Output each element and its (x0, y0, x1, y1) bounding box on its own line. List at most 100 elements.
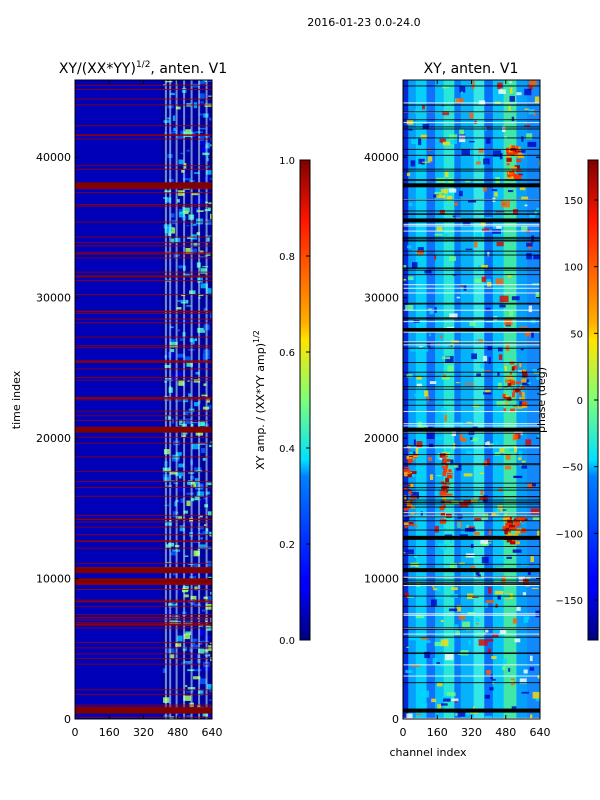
phase-x-axis-label: channel index (389, 746, 467, 759)
amplitude-cell (175, 643, 182, 647)
amplitude-cell (182, 178, 191, 181)
phase-cell (522, 578, 529, 585)
amplitude-cell (186, 362, 193, 367)
phase-cell (450, 459, 454, 465)
amplitude-flag-row (75, 165, 212, 167)
amplitude-flag-row (75, 442, 212, 444)
phase-cell (458, 615, 466, 620)
amplitude-cell (191, 193, 199, 196)
phase-cell (445, 171, 449, 177)
phase-cell (436, 226, 443, 232)
phase-cell (490, 674, 493, 679)
amplitude-cell (193, 242, 198, 247)
amplitude-flag-row (75, 138, 212, 140)
amplitude-cell (200, 502, 204, 505)
phase-cell (507, 383, 512, 387)
amplitude-flag-row (75, 693, 212, 695)
phase-cell (465, 383, 474, 385)
amplitude-cell (184, 207, 190, 213)
phase-cell (430, 599, 437, 607)
phase-cell (465, 248, 473, 251)
phase-cell (460, 285, 464, 287)
phase-cell (445, 493, 453, 496)
phase-flag-row (403, 584, 540, 586)
phase-cell (494, 579, 501, 584)
phase-cell (509, 448, 518, 452)
phase-cell (481, 276, 487, 283)
phase-cell (461, 148, 470, 156)
phase-flag-row (403, 137, 540, 139)
phase-cell (521, 404, 526, 409)
phase-cell (424, 390, 429, 397)
amplitude-cell (200, 101, 204, 104)
amplitude-flag-row (75, 280, 212, 282)
phase-cell (432, 586, 435, 588)
phase-cell (442, 356, 451, 360)
phase-cell (513, 476, 520, 478)
amplitude-cell (200, 537, 203, 540)
phase-cell (420, 134, 427, 140)
amplitude-flag-row (75, 658, 212, 660)
amplitude-cell (172, 115, 176, 121)
phase-cell (469, 112, 474, 119)
phase-flag-row (403, 496, 540, 498)
phase-cell (488, 357, 491, 364)
phase-cell (536, 207, 540, 213)
amplitude-flag-row (75, 617, 212, 619)
phase-cell (424, 270, 432, 274)
amplitude-cell (165, 81, 173, 83)
phase-cell (472, 596, 479, 599)
amplitude-cell (169, 471, 178, 475)
amplitude-cell (178, 212, 185, 218)
phase-flag-row (403, 230, 540, 232)
phase-y-tick-label: 10000 (364, 573, 399, 586)
amplitude-flag-row (75, 221, 212, 223)
amplitude-cell (179, 516, 183, 519)
phase-flag-row (403, 317, 540, 319)
phase-cell (433, 194, 440, 198)
amplitude-cell (209, 531, 212, 537)
phase-panel-title: XY, anten. V1 (424, 61, 519, 77)
phase-cell (450, 139, 458, 145)
amplitude-flag-row (75, 436, 212, 438)
phase-cell (508, 668, 511, 672)
phase-cell (458, 190, 463, 197)
phase-cell (514, 638, 521, 643)
phase-cell (466, 450, 473, 456)
phase-flag-row (403, 179, 540, 181)
phase-cell (420, 637, 429, 640)
phase-cell (507, 175, 512, 178)
phase-cell (426, 432, 435, 439)
amplitude-cell (164, 190, 171, 193)
phase-cell (439, 138, 447, 143)
phase-cell (507, 190, 514, 193)
amplitude-cell (183, 410, 189, 416)
phase-cell (481, 556, 489, 564)
amplitude-cell (197, 533, 204, 536)
phase-flag-row (403, 210, 540, 212)
amplitude-cell (194, 495, 199, 501)
phase-cell (434, 191, 442, 195)
phase-cell (521, 378, 527, 383)
phase-cell (436, 662, 440, 664)
amplitude-cell (182, 585, 189, 591)
phase-cell (405, 670, 413, 673)
phase-flag-row (403, 318, 540, 320)
phase-cell (538, 674, 540, 679)
phase-cell (410, 483, 414, 488)
phase-cell (445, 355, 454, 363)
phase-flag-row (403, 327, 540, 332)
amplitude-x-tick-label: 0 (72, 726, 79, 739)
amplitude-cell (201, 447, 206, 453)
phase-flag-row (403, 309, 540, 311)
amplitude-cell (170, 620, 178, 624)
phase-cell (486, 441, 490, 443)
phase-cell (434, 254, 437, 260)
amplitude-cell (178, 265, 186, 268)
phase-cell (512, 405, 517, 407)
amplitude-flag-row (75, 663, 212, 665)
amplitude-colorbar-tick-label: 0.2 (279, 540, 295, 551)
phase-cell (492, 633, 499, 638)
phase-cell (406, 713, 413, 719)
phase-cell (487, 251, 490, 257)
